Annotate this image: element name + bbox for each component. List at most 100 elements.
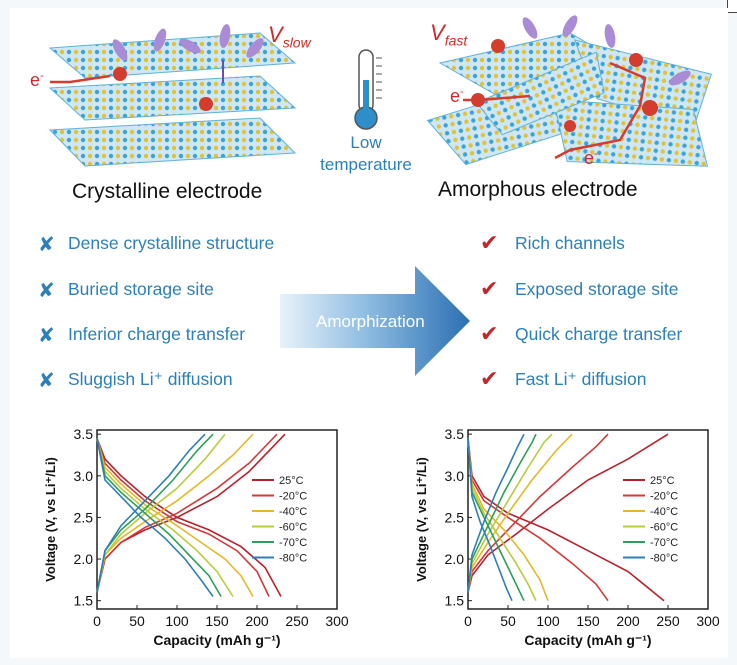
graphite-layer — [48, 32, 297, 79]
y-tick-label: 3.5 — [445, 426, 465, 442]
electron-path — [463, 61, 647, 160]
v-slow-label: Vslow — [268, 22, 311, 51]
arrow-label: Amorphization — [316, 312, 425, 331]
v-fast-label: Vfast — [430, 20, 468, 49]
series-line-discharge — [96, 438, 254, 597]
list-item: Buried storage site — [68, 279, 214, 299]
li-atoms — [471, 39, 658, 132]
series-line-discharge — [467, 438, 513, 602]
amorphous-cluster — [426, 32, 712, 167]
series-line-charge — [467, 433, 669, 593]
check-icon: ✔ — [480, 230, 499, 255]
list-item: Exposed storage site — [515, 279, 679, 299]
legend-label: -80°C — [279, 553, 307, 565]
legend-label: -70°C — [650, 537, 678, 549]
x-axis-label: Capacity (mAh g⁻¹) — [524, 632, 651, 648]
series-line-charge — [96, 433, 226, 593]
crystalline-electrode-label: Crystalline electrode — [72, 180, 263, 203]
legend-label: -70°C — [279, 537, 307, 549]
legend-label: -20°C — [279, 491, 307, 503]
series-line-charge — [96, 433, 278, 593]
series-line-charge — [467, 433, 553, 593]
check-icon: ✔ — [480, 321, 499, 346]
series-line-charge — [467, 433, 609, 593]
list-item: Rich channels — [515, 233, 625, 253]
series-line-discharge — [467, 438, 665, 602]
cross-icon: ✘ — [38, 280, 55, 302]
series-line-discharge — [467, 438, 609, 602]
series-line-charge — [96, 433, 206, 593]
electron-path — [50, 74, 111, 84]
legend-label: -40°C — [279, 506, 307, 518]
ion-group — [112, 24, 264, 61]
x-tick-label: 150 — [205, 613, 229, 629]
y-tick-label: 2.0 — [445, 551, 465, 567]
figure-panel: Vslow e- Vfast e- e- Low temperature Cry… — [10, 8, 728, 658]
x-tick-label: 300 — [696, 613, 720, 629]
x-tick-label: 150 — [576, 613, 600, 629]
y-tick-label: 3.5 — [74, 426, 94, 442]
window-corner-icon — [727, 0, 737, 13]
legend-label: -60°C — [279, 522, 307, 534]
series-line-discharge — [96, 438, 214, 597]
x-tick-label: 50 — [500, 613, 516, 629]
check-icon: ✔ — [480, 276, 499, 301]
y-tick-label: 3.0 — [445, 468, 465, 484]
thermometer-icon — [354, 49, 382, 130]
li-atom — [199, 97, 213, 111]
cross-icon: ✘ — [38, 325, 55, 347]
y-tick-label: 2.5 — [445, 509, 465, 525]
x-tick-label: 250 — [656, 613, 680, 629]
ion-group — [522, 15, 691, 86]
graphite-layer — [48, 75, 297, 121]
x-tick-label: 0 — [464, 613, 472, 629]
cross-icon: ✘ — [38, 234, 55, 256]
graphite-layer — [48, 117, 297, 167]
amorphous-electrode-label: Amorphous electrode — [438, 178, 638, 201]
x-tick-label: 250 — [285, 613, 309, 629]
y-tick-label: 2.5 — [74, 509, 94, 525]
electron-label-left: e- — [450, 86, 464, 106]
list-item: Inferior charge transfer — [68, 324, 246, 344]
cross-icon: ✘ — [38, 370, 55, 392]
chart-amorphous: 0 50 100 150 200 250 300 1.5 2.0 2.5 3.0 3.5 Capacit… — [414, 426, 720, 648]
legend-label: 25°C — [650, 475, 675, 487]
low-temperature-label: Low temperature — [320, 133, 412, 174]
series-line-charge — [96, 433, 254, 593]
electron-label-bottom: e- — [584, 148, 598, 168]
y-tick-label: 1.5 — [74, 593, 94, 609]
list-item: Sluggish Li⁺ diffusion — [68, 369, 233, 389]
list-item: Dense crystalline structure — [68, 233, 275, 253]
list-item: Fast Li⁺ diffusion — [515, 369, 647, 389]
legend-label: -20°C — [650, 491, 678, 503]
legend-label: -40°C — [650, 506, 678, 518]
x-tick-label: 200 — [616, 613, 640, 629]
y-tick-label: 1.5 — [445, 593, 465, 609]
series-line-discharge — [96, 438, 282, 597]
series-line-charge — [467, 433, 525, 593]
legend-label: -80°C — [650, 553, 678, 565]
x-axis-label: Capacity (mAh g⁻¹) — [153, 632, 280, 648]
legend-label: 25°C — [279, 475, 304, 487]
legend-label: -60°C — [650, 522, 678, 534]
y-tick-label: 3.0 — [74, 468, 94, 484]
electron-label: e- — [30, 70, 44, 90]
x-tick-label: 100 — [165, 613, 189, 629]
chart-crystalline: 0 50 100 150 200 250 300 1.5 2.0 2.5 3.0 3.5 Capacit… — [43, 426, 349, 648]
x-tick-label: 100 — [536, 613, 560, 629]
charts-area: 0 50 100 150 200 250 300 1.5 2.0 2.5 3.0 3.5 Capacit… — [43, 426, 720, 648]
series-line-charge — [96, 433, 214, 593]
amorphization-arrow — [280, 266, 470, 376]
x-tick-label: 0 — [93, 613, 101, 629]
y-axis-label: Voltage (V, vs Li⁺/Li) — [414, 457, 429, 582]
series-line-discharge — [96, 438, 234, 597]
electrode-schematic — [48, 15, 712, 167]
x-tick-label: 200 — [245, 613, 269, 629]
x-tick-label: 300 — [325, 613, 349, 629]
check-icon: ✔ — [480, 366, 499, 391]
series-line-discharge — [96, 438, 222, 597]
li-atom — [113, 67, 127, 81]
y-tick-label: 2.0 — [74, 551, 94, 567]
list-item: Quick charge transfer — [515, 324, 683, 344]
y-axis-label: Voltage (V, vs Li⁺/Li) — [43, 457, 58, 582]
